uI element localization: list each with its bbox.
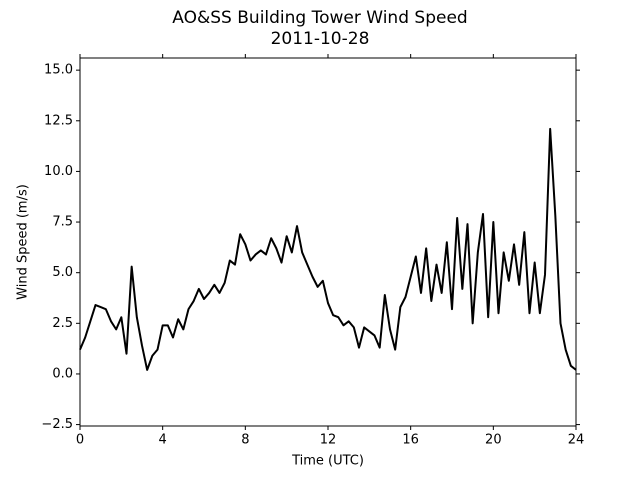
x-axis-label: Time (UTC) [291,454,364,469]
y-tick-label: 15.0 [44,63,73,78]
x-tick-label: 8 [241,433,249,448]
x-tick-label: 24 [568,433,585,448]
x-tick-label: 20 [485,433,502,448]
chart-subtitle: 2011-10-28 [271,29,370,49]
y-axis-label: Wind Speed (m/s) [16,184,31,300]
y-tick-label: 2.5 [52,316,73,331]
y-tick-label: −2.5 [41,417,73,432]
data-line [79,127,577,371]
y-tick-label: 0.0 [52,366,73,381]
x-tick-label: 12 [320,433,337,448]
y-tick-label: 7.5 [52,215,73,230]
y-tick-label: 10.0 [44,164,73,179]
y-tick-label: 12.5 [44,113,73,128]
x-tick-label: 0 [76,433,84,448]
x-tick-label: 16 [402,433,419,448]
x-tick-label: 4 [159,433,167,448]
y-tick-label: 5.0 [52,265,73,280]
plot-frame [79,57,577,427]
chart-title: AO&SS Building Tower Wind Speed [172,8,467,28]
